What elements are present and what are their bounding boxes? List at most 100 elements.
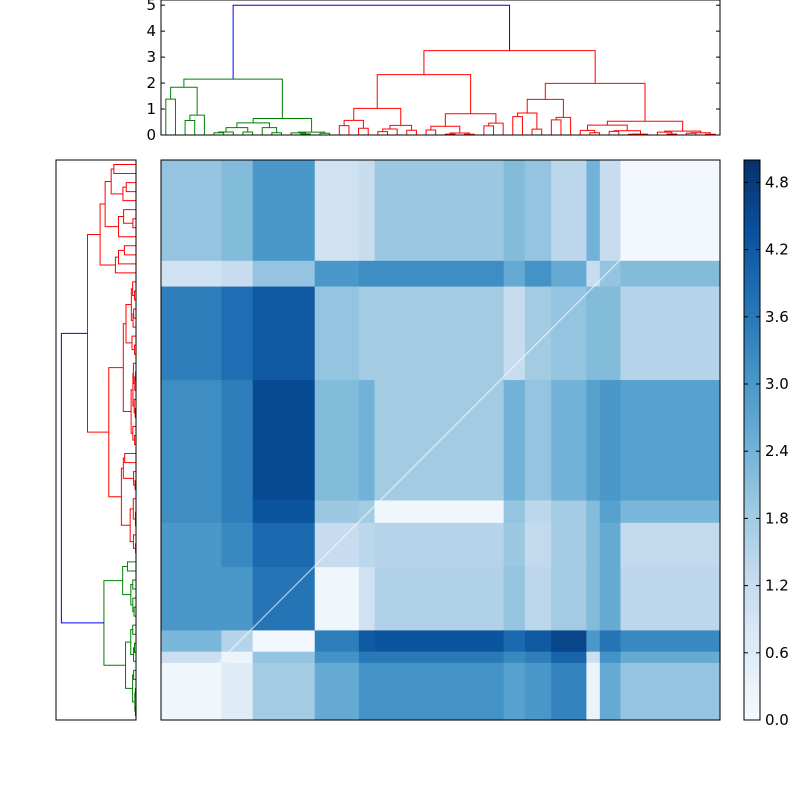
dendrogram-link [110,168,123,195]
colorbar-gradient [744,160,760,720]
heatmap-cell [586,651,601,664]
dendrogram-link [531,128,543,135]
heatmap-cell [314,380,360,502]
heatmap-cell [599,630,622,653]
heatmap-cell [314,286,360,381]
heatmap [160,159,721,721]
dendrogram-link [613,130,641,135]
heatmap-cell [161,286,222,381]
colorbar-tick-label: 4.2 [765,241,789,259]
heatmap-cell [161,260,222,288]
heatmap-cell [161,630,222,653]
y-tick-label: 2 [146,74,156,92]
heatmap-cell [524,662,552,721]
heatmap-cell [620,567,721,631]
y-tick-label: 1 [146,100,156,118]
heatmap-cell [551,380,587,502]
dendrogram-link [189,114,205,135]
colorbar: 0.0 0.6 1.2 1.8 2.4 3.0 3.6 4.2 4.8 [743,159,789,729]
dendrogram-link [134,290,136,301]
heatmap-cell [620,662,721,721]
heatmap-cell [620,260,721,288]
dendrogram-link [132,674,135,703]
heatmap-cell [221,500,254,524]
dendrogram-link [685,132,697,135]
dendrogram-link [586,124,628,131]
dendrogram-link [353,107,402,126]
heatmap-cell [551,651,587,664]
heatmap-cell [358,522,376,568]
heatmap-cell [358,567,376,631]
heatmap-cell [374,260,505,288]
heatmap-cell [374,500,505,524]
heatmap-cell [314,522,360,568]
dendrogram-link [118,215,136,238]
heatmap-cell [620,500,721,524]
heatmap-cell [599,662,622,721]
heatmap-cell [221,160,254,262]
heatmap-cell [252,286,316,381]
heatmap-cell [586,567,601,631]
heatmap-cell [358,160,376,262]
top-dendrogram-frame [160,0,721,136]
colorbar-tick-label: 1.8 [765,509,789,527]
dendrogram-link [430,125,461,134]
y-tick-label: 0 [146,126,156,144]
heatmap-cell [314,160,360,262]
dendrogram-link [120,467,131,526]
colorbar-ticks: 0.0 0.6 1.2 1.8 2.4 3.0 3.6 4.2 4.8 [744,173,789,729]
top-dendrogram-links [165,4,716,135]
heatmap-cell [374,651,505,664]
dendrogram-link [123,209,136,224]
top-dendrogram-y-ticks: 0 1 2 3 4 5 [146,0,720,144]
dendrogram-link [132,313,136,328]
left-dendrogram-links [60,164,137,716]
dendrogram-link [113,164,136,175]
dendrogram-link [104,180,119,228]
heatmap-cell [252,500,316,524]
heatmap-cell [374,567,505,631]
heatmap-cell [586,380,601,502]
dendrogram-link [99,203,116,266]
heatmap-cell [599,522,622,568]
heatmap-cell [374,522,505,568]
heatmap-cell [374,662,505,721]
dendrogram-link [183,78,283,119]
heatmap-cell [503,522,526,568]
heatmap-cell [161,662,222,721]
heatmap-cell [252,522,316,568]
heatmap-cell [524,630,552,653]
colorbar-frame [743,159,761,721]
heatmap-cell [620,651,721,664]
left-dendrogram [55,159,137,721]
heatmap-cell [586,260,601,288]
heatmap-cell [524,651,552,664]
heatmap-cell [503,662,526,721]
dendrogram-link [579,129,596,135]
heatmap-frame [160,159,721,721]
heatmap-cell [524,500,552,524]
dendrogram-link [133,308,136,319]
dendrogram-link [526,98,564,118]
heatmap-cell [599,380,622,502]
dendrogram-link [488,122,504,135]
left-dendrogram-frame [55,159,137,721]
dendrogram-link [87,234,109,433]
dendrogram-link [123,245,136,256]
heatmap-cell [599,500,622,524]
colorbar-tick-label: 1.2 [765,577,789,595]
heatmap-cell [358,662,376,721]
dendrogram-link [544,82,646,122]
heatmap-cell [586,522,601,568]
heatmap-cell [161,522,222,568]
heatmap-diagonal [160,159,721,721]
dendrogram-link [132,498,136,520]
heatmap-cell [252,160,316,262]
colorbar-tick-label: 4.8 [765,173,789,191]
dendrogram-root-link [232,4,511,80]
heatmap-cell [524,286,552,381]
dendrogram-link [550,119,562,135]
heatmap-cell [551,522,587,568]
heatmap-cell [221,286,254,381]
heatmap-cell [586,286,601,381]
